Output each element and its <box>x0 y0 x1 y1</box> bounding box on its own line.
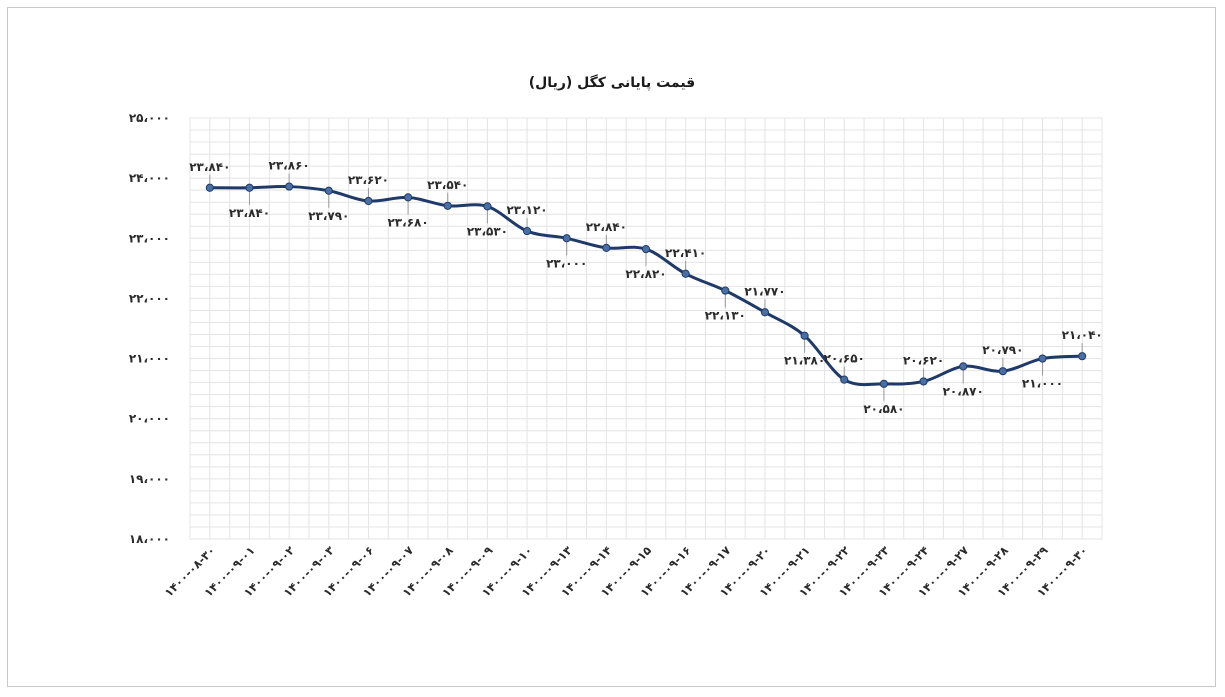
y-tick-label: ۲۳،۰۰۰ <box>129 231 170 245</box>
data-label: ۲۱،۰۴۰ <box>1062 328 1103 342</box>
data-point <box>840 375 849 384</box>
data-label: ۲۳،۰۰۰ <box>546 256 587 270</box>
data-label: ۲۲،۴۱۰ <box>665 246 706 260</box>
data-label: ۲۳،۱۲۰ <box>506 203 547 217</box>
data-point <box>959 362 968 371</box>
data-point <box>998 367 1007 376</box>
data-label: ۲۱،۳۸۰ <box>784 354 825 368</box>
chart-title: قیمت پایانی کگل (ریال) <box>529 74 695 91</box>
data-label: ۲۰،۵۸۰ <box>863 402 904 416</box>
grid <box>189 117 1103 540</box>
data-label: ۲۳،۸۴۰ <box>229 206 270 220</box>
x-axis: ۱۴۰۰-۰۸-۳۰۱۴۰۰-۰۹-۰۱۱۴۰۰-۰۹-۰۲۱۴۰۰-۰۹-۰۳… <box>162 543 1091 599</box>
data-label: ۲۲،۸۲۰ <box>625 267 666 281</box>
data-label: ۲۰،۸۷۰ <box>943 384 984 398</box>
data-point <box>443 201 452 210</box>
data-point <box>205 183 214 192</box>
y-tick-label: ۱۸،۰۰۰ <box>129 532 170 546</box>
data-point <box>602 243 611 253</box>
data-label: ۲۰،۶۵۰ <box>824 352 865 366</box>
y-tick-label: ۲۰،۰۰۰ <box>129 412 170 426</box>
data-point <box>522 226 532 236</box>
data-label: ۲۳،۶۸۰ <box>387 215 428 229</box>
data-labels: ۲۳،۸۴۰ ۲۳،۸۴۰ ۲۳،۸۶۰ ۲۳،۷۹۰ ۲۳،۶۲۰ ۲۳،۶۸۰ ۲۳،۵… <box>189 159 1103 416</box>
y-tick-label: ۲۱،۰۰۰ <box>129 352 170 366</box>
data-point <box>403 193 413 202</box>
data-markers <box>205 182 1087 388</box>
data-point <box>483 202 492 211</box>
data-label: ۲۱،۰۰۰ <box>1022 377 1063 391</box>
label-leader-lines <box>209 173 1083 401</box>
data-point <box>324 186 333 195</box>
data-label: ۲۲،۱۳۰ <box>705 309 746 323</box>
data-point <box>721 286 730 295</box>
y-axis: ۲۵،۰۰۰ ۲۴،۰۰۰ ۲۳،۰۰۰ ۲۲،۰۰۰ ۲۱،۰۰۰ ۲۰،۰۰۰ ۱۹،۰… <box>129 111 170 546</box>
data-label: ۲۳،۸۶۰ <box>269 159 310 173</box>
data-point <box>681 269 690 278</box>
y-tick-label: ۱۹،۰۰۰ <box>129 472 170 486</box>
data-point <box>364 196 373 206</box>
data-label: ۲۳،۷۹۰ <box>308 209 349 223</box>
data-label: ۲۱،۷۷۰ <box>744 284 785 298</box>
data-point <box>800 331 809 340</box>
data-point <box>285 182 294 191</box>
data-label: ۲۳،۵۴۰ <box>427 178 468 192</box>
data-point <box>1038 354 1047 363</box>
data-point <box>562 234 571 243</box>
data-label: ۲۰،۷۹۰ <box>982 343 1023 357</box>
data-label: ۲۰،۶۲۰ <box>903 353 944 367</box>
data-point <box>245 183 254 192</box>
data-label: ۲۲،۸۴۰ <box>586 220 627 234</box>
data-label: ۲۳،۵۳۰ <box>467 224 508 238</box>
data-label: ۲۳،۸۴۰ <box>189 160 230 174</box>
data-point <box>879 379 889 388</box>
data-label: ۲۳،۶۲۰ <box>348 173 389 187</box>
data-point <box>641 245 651 254</box>
y-tick-label: ۲۴،۰۰۰ <box>129 171 170 185</box>
data-point <box>919 377 928 386</box>
y-tick-label: ۲۵،۰۰۰ <box>129 111 170 125</box>
data-point <box>760 308 770 317</box>
data-point <box>1078 352 1087 361</box>
y-tick-label: ۲۲،۰۰۰ <box>129 291 170 305</box>
